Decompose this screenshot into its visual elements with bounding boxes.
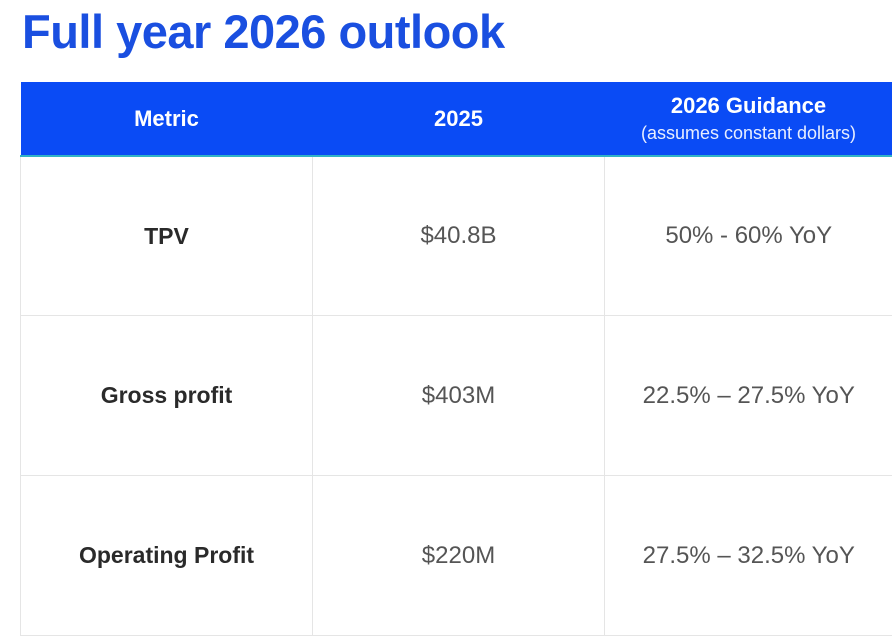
metric-cell: Gross profit [20,315,313,476]
metric-cell: TPV [20,155,313,316]
value-2025-cell: $220M [312,475,605,636]
value-2025-cell: $403M [312,315,605,476]
value-2025-cell: $40.8B [312,155,605,316]
header-metric: Metric [20,82,313,156]
header-2025: 2025 [312,82,605,156]
table-row: Operating Profit $220M 27.5% – 32.5% YoY [20,475,892,636]
page-title: Full year 2026 outlook [22,5,505,58]
table-row: TPV $40.8B 50% - 60% YoY [20,155,892,316]
header-guidance-label: 2026 Guidance [670,93,827,118]
header-2026-guidance: 2026 Guidance (assumes constant dollars) [604,82,892,156]
header-guidance-note: (assumes constant dollars) [640,123,857,143]
guidance-cell: 22.5% – 27.5% YoY [604,315,892,476]
metric-cell: Operating Profit [20,475,313,636]
table-row: Gross profit $403M 22.5% – 27.5% YoY [20,315,892,476]
table-header-row: Metric 2025 2026 Guidance (assumes const… [20,82,892,156]
guidance-cell: 27.5% – 32.5% YoY [604,475,892,636]
outlook-table: Metric 2025 2026 Guidance (assumes const… [20,82,892,636]
guidance-cell: 50% - 60% YoY [604,155,892,316]
